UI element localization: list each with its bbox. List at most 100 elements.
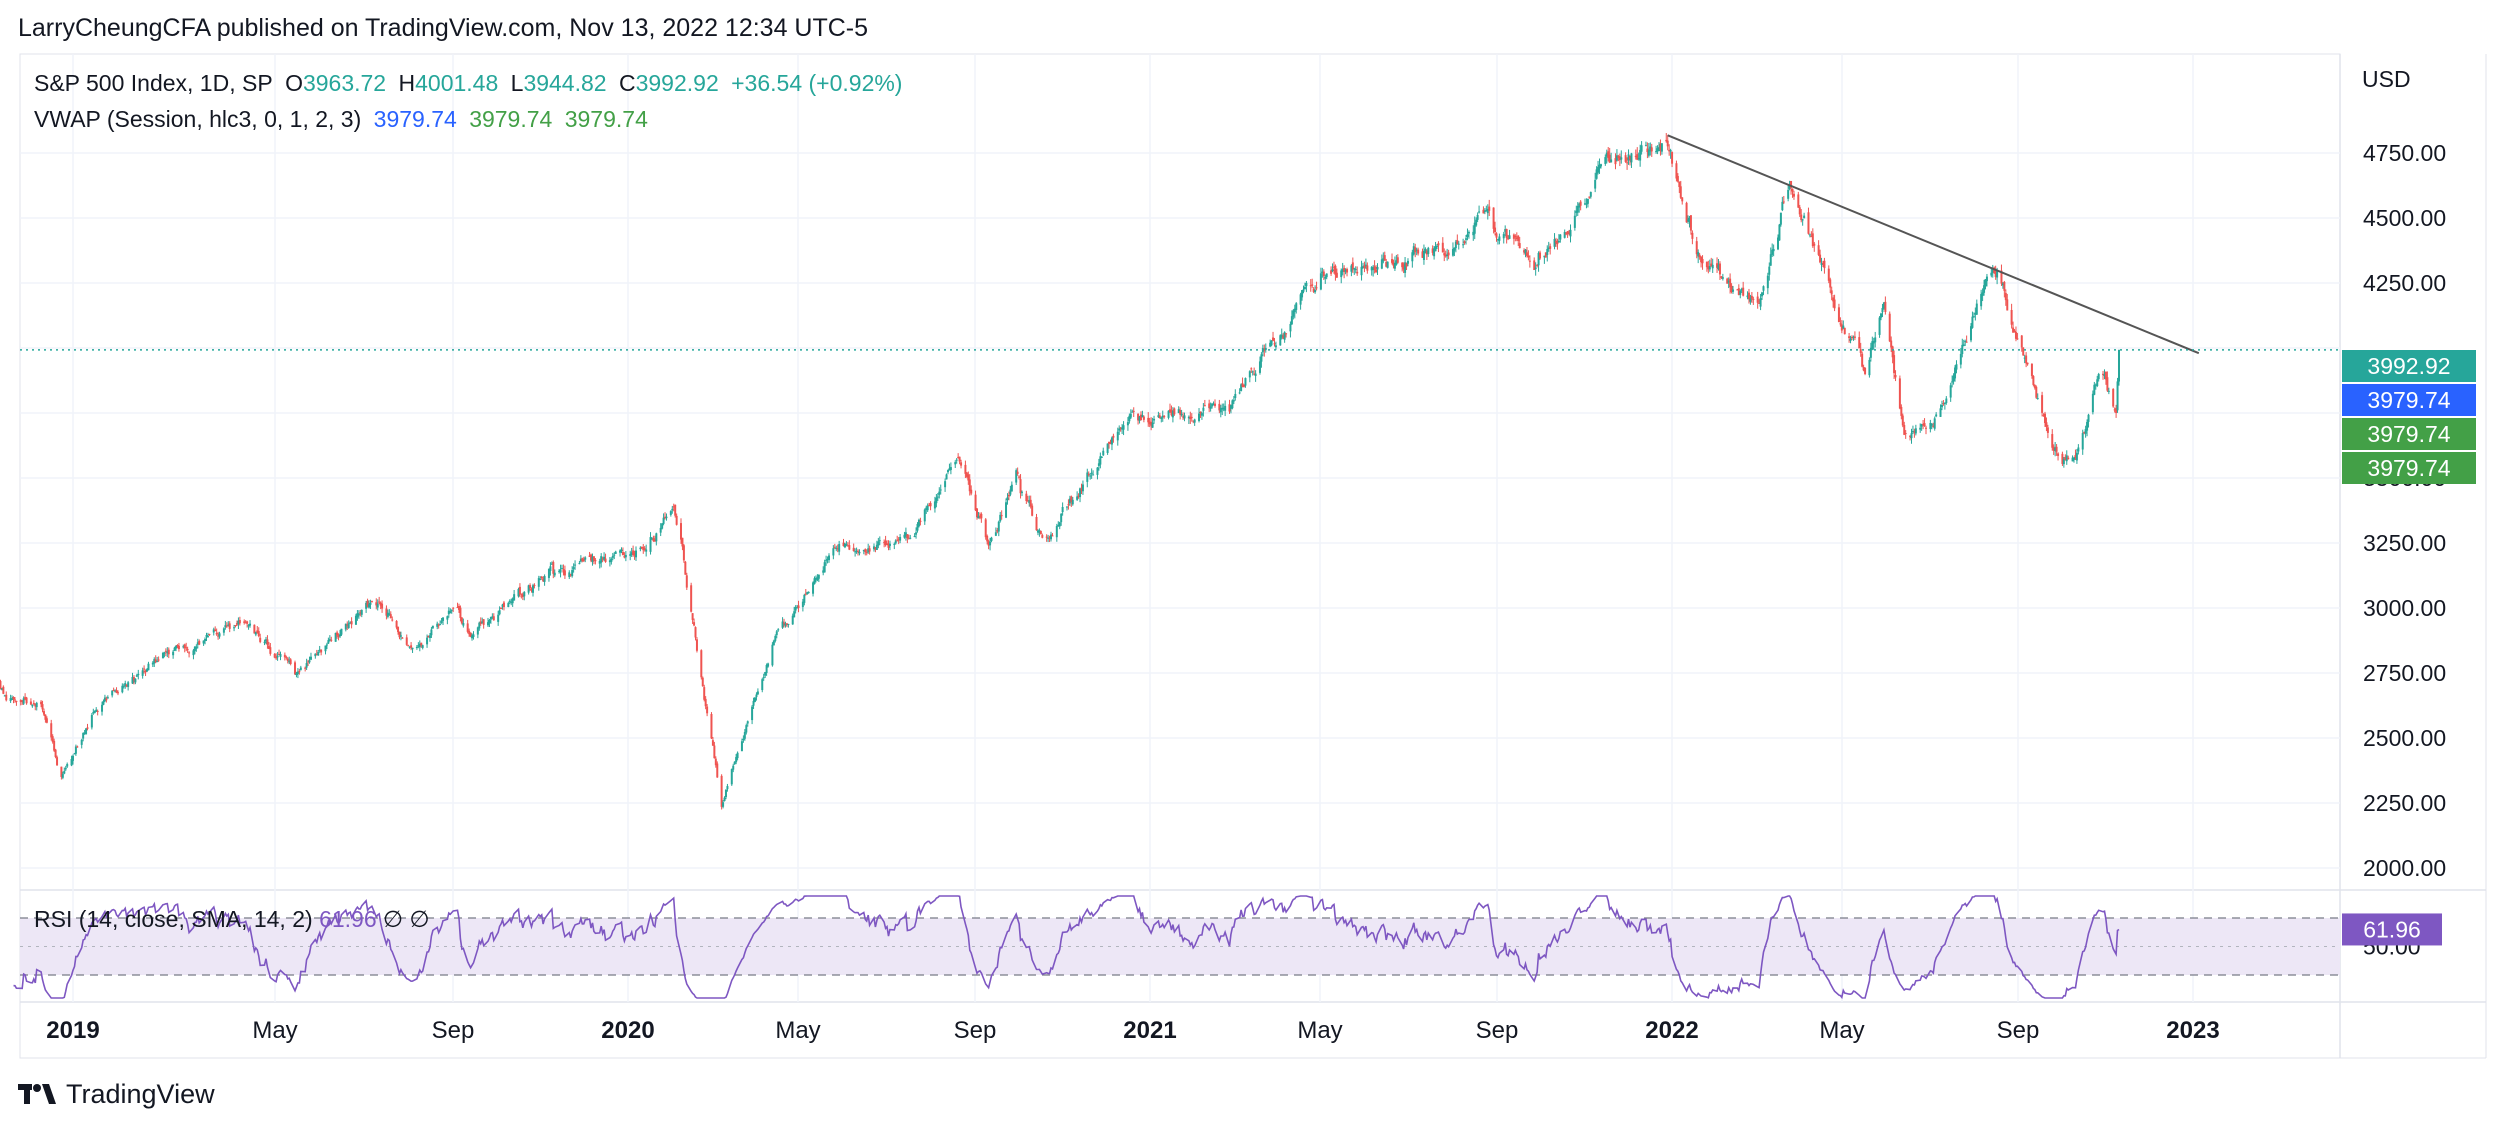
candle <box>115 687 118 694</box>
candle <box>997 520 1000 537</box>
candle-body <box>408 646 411 648</box>
currency-label[interactable]: USD <box>2362 66 2411 92</box>
candle <box>2067 455 2070 460</box>
candle-body <box>1050 534 1053 540</box>
candle-body <box>1494 227 1497 232</box>
candle-body <box>1965 341 1968 343</box>
candle-body <box>662 517 665 524</box>
candle <box>1496 238 1499 245</box>
candle <box>244 620 247 624</box>
candle-body <box>1292 310 1295 317</box>
candle <box>946 469 949 475</box>
candle <box>2084 425 2087 438</box>
candle <box>1498 233 1501 245</box>
candle <box>986 534 989 545</box>
price-badge[interactable]: 3979.74 <box>2342 418 2476 450</box>
candle <box>508 599 511 605</box>
candle <box>1974 307 1977 321</box>
candle <box>1148 417 1151 428</box>
candle <box>398 631 401 640</box>
candle-body <box>1006 497 1009 501</box>
candle-body <box>1710 263 1713 267</box>
candle-body <box>1994 270 1997 278</box>
candle-body <box>1566 231 1569 235</box>
candle <box>533 583 536 589</box>
candle <box>2062 456 2065 468</box>
candle-body <box>614 551 617 554</box>
candle-body <box>1697 252 1700 257</box>
rsi-badge-bg <box>2342 913 2442 946</box>
candle <box>83 729 86 735</box>
candle-body <box>1065 506 1068 508</box>
candle <box>1321 267 1324 278</box>
candle <box>633 550 636 560</box>
candle <box>814 575 817 583</box>
candle-body <box>736 752 739 759</box>
price-badge[interactable]: 3979.74 <box>2342 452 2476 484</box>
resistance-trendline[interactable] <box>1667 134 2200 355</box>
candle-body <box>468 630 471 635</box>
candle-body <box>257 631 260 636</box>
candle <box>1750 291 1753 303</box>
candle-body <box>1167 410 1170 418</box>
candle-body <box>1375 269 1378 273</box>
candle-body <box>2113 409 2116 411</box>
candle <box>1614 153 1617 170</box>
rsi-badge[interactable]: 61.96 <box>2342 913 2442 946</box>
rsi-legend[interactable]: RSI (14, close, SMA, 14, 2) 61.96 ∅ ∅ <box>34 906 430 933</box>
vwap-legend[interactable]: VWAP (Session, hlc3, 0, 1, 2, 3) 3979.74… <box>34 106 654 133</box>
tradingview-logo[interactable]: TradingView <box>18 1074 215 1114</box>
candle-body <box>1224 405 1227 411</box>
candle-body <box>1269 342 1272 347</box>
price-badge[interactable]: 3979.74 <box>2342 384 2476 416</box>
candle-body <box>1630 153 1633 163</box>
price-tick-label: 4250.00 <box>2363 270 2446 296</box>
candle <box>1465 235 1468 245</box>
candle-body <box>1544 252 1547 258</box>
candle <box>2001 282 2004 289</box>
candle <box>813 576 816 585</box>
candle <box>751 705 754 725</box>
candle-body <box>1597 167 1600 173</box>
candle <box>1457 241 1460 250</box>
candle <box>1787 185 1790 202</box>
candle <box>177 642 180 652</box>
candle-body <box>1512 234 1515 239</box>
candle-body <box>224 625 227 627</box>
candle <box>157 656 160 662</box>
candle <box>1549 243 1552 255</box>
candle <box>2073 456 2076 463</box>
candle <box>904 527 907 541</box>
candle <box>733 761 736 765</box>
candle <box>629 550 632 561</box>
candle <box>1747 288 1750 304</box>
candle-body <box>347 623 350 628</box>
candle-body <box>32 702 35 704</box>
candle-body <box>1485 209 1488 211</box>
candle-body <box>83 732 86 735</box>
candle-body <box>1524 249 1527 254</box>
candle-body <box>1852 336 1855 338</box>
candle <box>50 719 53 741</box>
candle <box>1421 248 1424 258</box>
candle-body <box>411 647 414 650</box>
candle-body <box>1543 255 1546 258</box>
candle <box>746 720 749 727</box>
candle <box>1274 341 1277 351</box>
candle-body <box>1837 307 1840 323</box>
candle <box>1840 320 1843 334</box>
candle <box>736 751 739 761</box>
candle <box>1769 247 1772 267</box>
candle-body <box>594 559 597 562</box>
candle-body <box>877 541 880 546</box>
candle-body <box>308 660 311 663</box>
candle-body <box>63 771 66 774</box>
price-legend[interactable]: S&P 500 Index, 1D, SP O3963.72 H4001.48 … <box>34 70 908 97</box>
candle-body <box>659 527 662 533</box>
candle <box>164 648 167 657</box>
candle <box>1891 345 1894 364</box>
candle <box>1121 423 1124 434</box>
candle <box>1630 152 1633 168</box>
candle-body <box>328 639 331 641</box>
price-badge[interactable]: 3992.92 <box>2342 350 2476 382</box>
